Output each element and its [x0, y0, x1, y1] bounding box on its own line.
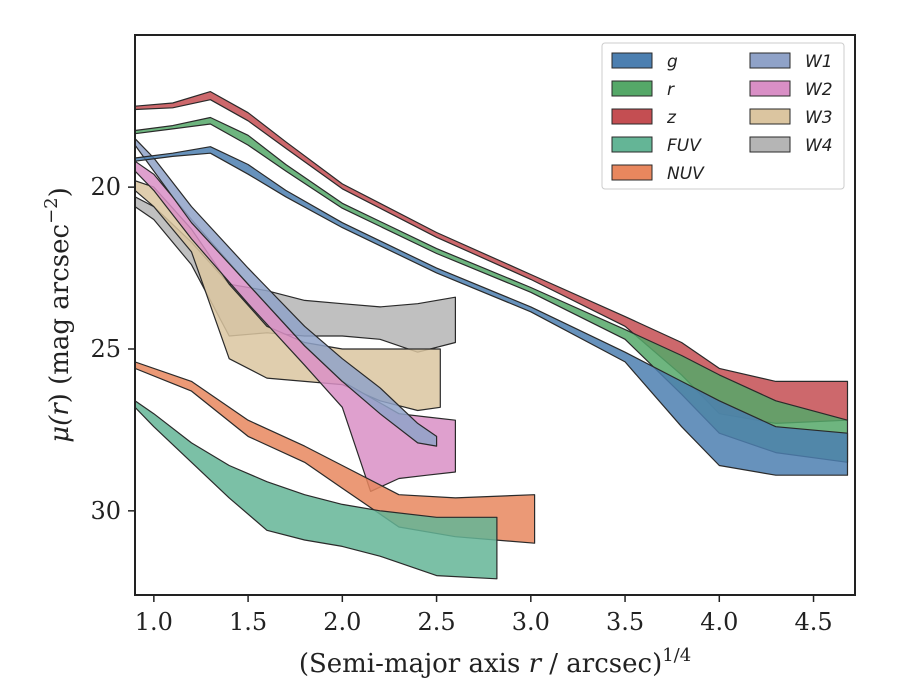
y-axis-label-close: ) — [45, 187, 75, 197]
legend-swatch-z — [611, 108, 653, 125]
plot-frame — [134, 34, 856, 596]
series-area-fuv — [135, 400, 498, 580]
x-axis-ticks: 1.0 1.5 2.0 2.5 3.0 3.5 4.0 4.5 — [135, 595, 833, 636]
legend-swatch-w3 — [749, 108, 791, 125]
x-tick-label: 3.0 — [512, 608, 550, 636]
legend-swatch-nuv — [611, 164, 653, 181]
x-axis-label: (Semi-major axis r / arcsec)1/4 — [299, 645, 691, 679]
x-axis-label-main: (Semi-major axis — [299, 649, 529, 679]
legend-swatch-r — [611, 80, 653, 97]
x-tick-label: 2.5 — [417, 608, 455, 636]
x-tick-label: 4.5 — [794, 608, 832, 636]
y-axis-label: μ(r) (mag arcsec−2) — [41, 187, 75, 443]
y-axis-label-mid: ) (mag arcsec — [45, 224, 75, 403]
legend-swatch-w1 — [749, 52, 791, 69]
legend-label-w3: W3 — [805, 108, 833, 128]
x-tick-label: 1.5 — [229, 608, 267, 636]
legend-label-w2: W2 — [805, 80, 833, 100]
y-tick-label: 20 — [90, 173, 121, 201]
series-area-nuv — [135, 361, 536, 544]
y-tick-label: 25 — [90, 335, 121, 363]
legend-label-r: r — [667, 80, 675, 100]
legend-label-z: z — [666, 108, 677, 128]
x-tick-label: 3.5 — [606, 608, 644, 636]
legend-label-g: g — [667, 52, 678, 72]
x-tick-label: 1.0 — [135, 608, 173, 636]
x-axis-label-sup: 1/4 — [662, 645, 691, 666]
y-axis-label-var: r — [45, 402, 75, 416]
series-area-w3 — [135, 180, 441, 412]
x-axis-label-tail: / arcsec) — [541, 649, 662, 679]
series-area-g — [135, 146, 849, 476]
y-axis-label-prefix: μ( — [45, 415, 75, 443]
legend-swatch-w2 — [749, 80, 791, 97]
y-axis-ticks: 20 25 30 — [90, 173, 135, 525]
x-tick-label: 2.0 — [323, 608, 361, 636]
legend-label-nuv: NUV — [667, 164, 705, 184]
x-tick-label: 4.0 — [700, 608, 738, 636]
series-areas — [135, 91, 849, 580]
legend-swatch-g — [611, 52, 653, 69]
legend-label-w4: W4 — [805, 136, 833, 156]
legend-swatch-w4 — [749, 136, 791, 153]
legend-label-w1: W1 — [805, 52, 833, 72]
x-axis-label-var: r — [529, 649, 543, 679]
y-tick-label: 30 — [90, 497, 121, 525]
series-area-w1 — [135, 138, 438, 447]
legend-swatch-fuv — [611, 136, 653, 153]
y-axis-label-sup: −2 — [41, 197, 62, 224]
legend: grz FUV NUV W1 W2 W3 W4 — [601, 42, 845, 190]
legend-label-fuv: FUV — [667, 136, 702, 156]
